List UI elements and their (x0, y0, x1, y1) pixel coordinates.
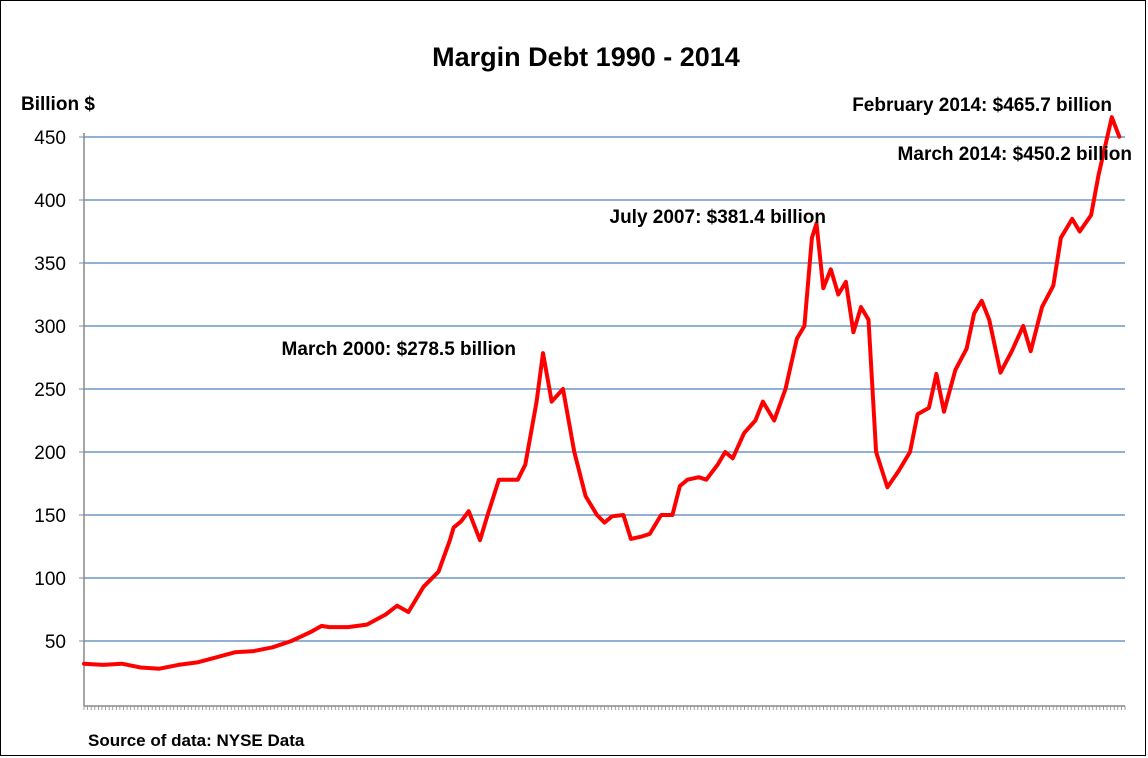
axes (83, 133, 1125, 707)
x-axis-minor-ticks (83, 706, 1126, 710)
annotation-february-2014: February 2014: $465.7 billion (852, 95, 1112, 116)
annotation-march-2014: March 2014: $450.2 billion (898, 144, 1132, 165)
y-tick-labels: 50 100 150 200 250 300 350 400 450 (34, 128, 84, 653)
y-tick-label-450: 450 (34, 128, 66, 149)
y-tick-label-400: 400 (34, 191, 66, 212)
y-tick-label-100: 100 (34, 569, 66, 590)
gridlines (84, 136, 1125, 642)
y-tick-label-200: 200 (34, 443, 66, 464)
annotation-july-2007: July 2007: $381.4 billion (610, 207, 827, 228)
chart-title: Margin Debt 1990 - 2014 (432, 42, 740, 72)
series-line-margin-debt (82, 115, 1122, 671)
y-tick-label-150: 150 (34, 506, 66, 527)
y-tick-label-300: 300 (34, 317, 66, 338)
y-tick-label-350: 350 (34, 254, 66, 275)
y-tick-label-250: 250 (34, 380, 66, 401)
x-minor-tick-marks (83, 706, 1126, 710)
y-tick-label-50: 50 (45, 632, 66, 653)
annotation-march-2000: March 2000: $278.5 billion (282, 339, 516, 360)
source-note: Source of data: NYSE Data (88, 731, 305, 750)
y-axis-label: Billion $ (21, 94, 95, 115)
